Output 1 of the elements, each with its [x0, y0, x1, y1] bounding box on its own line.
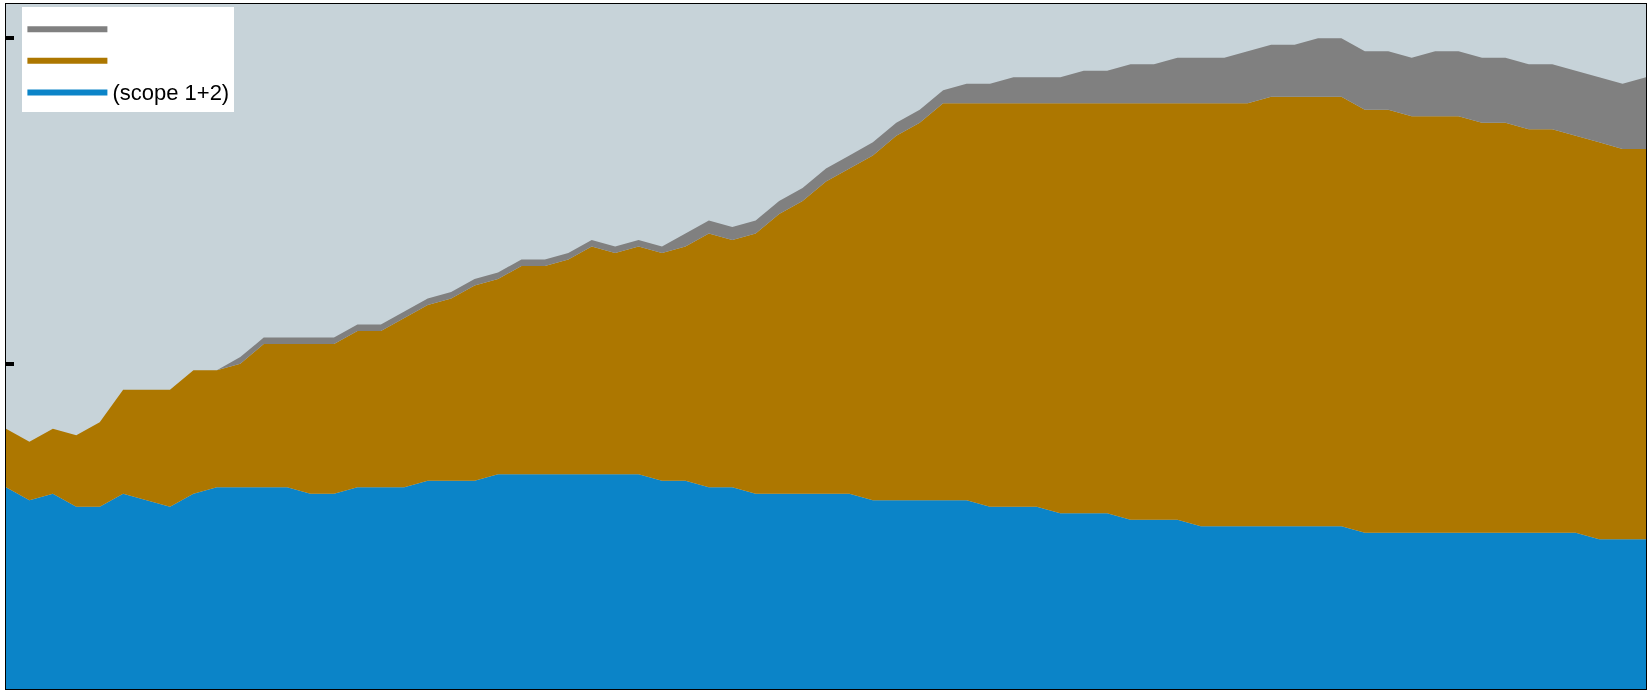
- legend-label: (scope 1+2): [112, 80, 230, 106]
